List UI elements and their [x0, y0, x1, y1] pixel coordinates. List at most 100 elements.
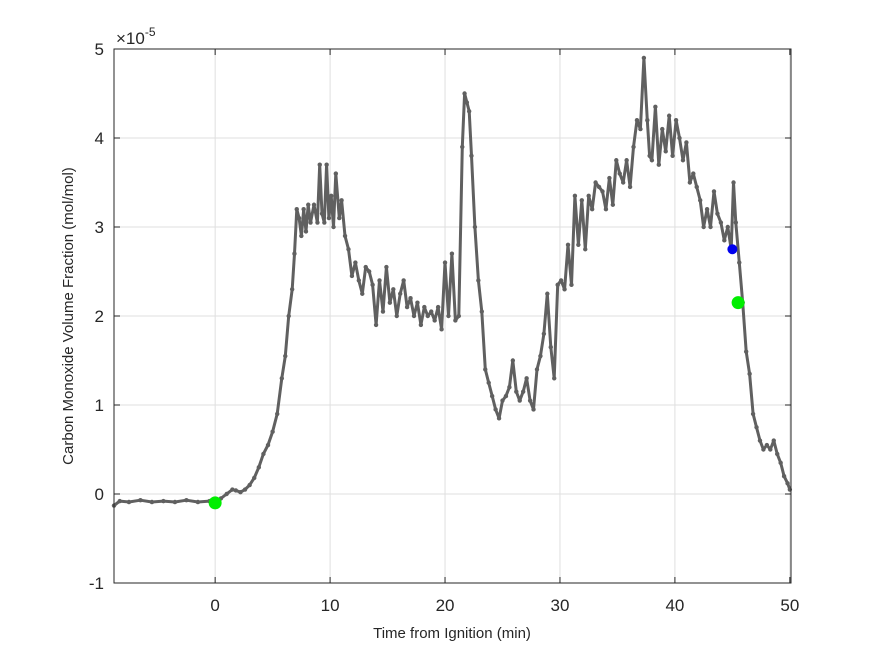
data-point — [373, 322, 379, 328]
data-point — [708, 224, 713, 230]
data-point — [771, 438, 776, 443]
data-point — [520, 389, 526, 394]
data-point — [242, 487, 248, 492]
data-point — [161, 498, 166, 504]
data-point — [684, 140, 689, 145]
data-point — [653, 104, 658, 110]
data-point — [415, 300, 420, 305]
data-point — [670, 153, 675, 158]
data-point — [677, 135, 682, 141]
data-point — [329, 193, 334, 199]
data-point — [641, 55, 647, 61]
data-point — [337, 215, 342, 221]
data-point — [507, 385, 512, 390]
data-point — [778, 460, 783, 466]
data-point — [731, 180, 736, 185]
data-point — [617, 171, 622, 176]
data-point — [261, 451, 266, 457]
data-point — [649, 158, 655, 163]
x-tick-label: 50 — [780, 596, 799, 615]
data-series — [111, 55, 793, 508]
data-point — [775, 451, 780, 457]
data-point — [631, 144, 636, 150]
data-point — [627, 184, 633, 190]
data-point — [138, 498, 143, 503]
data-point — [464, 100, 470, 105]
data-point — [694, 184, 699, 190]
data-point — [514, 389, 519, 394]
data-point — [224, 491, 229, 497]
data-point — [339, 198, 344, 203]
data-point — [172, 499, 178, 505]
data-point — [583, 247, 588, 252]
data-point — [486, 380, 491, 385]
data-point — [432, 318, 437, 323]
data-point — [656, 162, 662, 167]
y-tick-label: 2 — [95, 307, 104, 326]
data-point — [725, 224, 730, 230]
data-point — [589, 207, 595, 212]
data-point — [593, 180, 598, 185]
data-point — [743, 349, 749, 354]
y-tick-label: -1 — [89, 574, 104, 593]
data-point — [764, 442, 770, 448]
data-point — [534, 367, 540, 372]
data-point — [252, 475, 257, 481]
data-point — [356, 278, 362, 283]
data-point — [453, 318, 458, 323]
data-point — [576, 242, 581, 247]
data-point — [283, 353, 288, 359]
data-point — [306, 202, 311, 207]
data-point — [456, 313, 462, 319]
data-point — [317, 162, 322, 167]
data-point — [418, 322, 424, 328]
data-point — [687, 180, 693, 185]
data-point — [324, 162, 329, 167]
data-point — [184, 498, 189, 503]
y-tick-label: 1 — [95, 396, 104, 415]
data-point — [548, 344, 553, 350]
x-tick-label: 0 — [210, 596, 219, 615]
data-point — [715, 211, 720, 216]
data-point — [326, 215, 332, 221]
data-point — [303, 229, 309, 234]
data-point — [286, 313, 291, 319]
data-point — [265, 442, 271, 448]
data-point — [270, 429, 275, 434]
data-point — [785, 481, 790, 486]
data-point — [572, 193, 578, 199]
data-point — [442, 260, 448, 265]
data-point — [701, 224, 706, 230]
event-markers — [208, 244, 745, 510]
data-point — [425, 313, 430, 319]
data-point — [697, 198, 703, 203]
data-point — [275, 411, 280, 417]
data-point — [472, 224, 478, 230]
data-point — [238, 490, 243, 495]
data-point — [301, 207, 306, 212]
data-point — [645, 118, 650, 123]
data-point — [256, 465, 262, 470]
data-point — [781, 474, 787, 479]
data-point — [541, 331, 547, 336]
data-point — [647, 153, 652, 158]
data-point — [315, 220, 320, 225]
data-point — [750, 411, 756, 417]
data-point — [663, 149, 668, 154]
data-point — [603, 207, 609, 212]
axis-ticks — [114, 48, 791, 584]
data-point — [722, 238, 727, 243]
data-point — [680, 158, 686, 163]
x-tick-label: 20 — [436, 596, 455, 615]
data-point — [754, 425, 759, 430]
data-point — [469, 153, 474, 158]
data-point — [398, 291, 403, 296]
y-axis-label: Carbon Monoxide Volume Fraction (mol/mol… — [60, 167, 77, 465]
data-point — [311, 202, 317, 207]
data-point — [404, 304, 410, 310]
y-tick-labels: -1 0 1 2 3 4 5 — [89, 40, 104, 593]
data-point — [439, 327, 444, 332]
data-point — [479, 309, 485, 314]
data-point — [620, 180, 626, 185]
